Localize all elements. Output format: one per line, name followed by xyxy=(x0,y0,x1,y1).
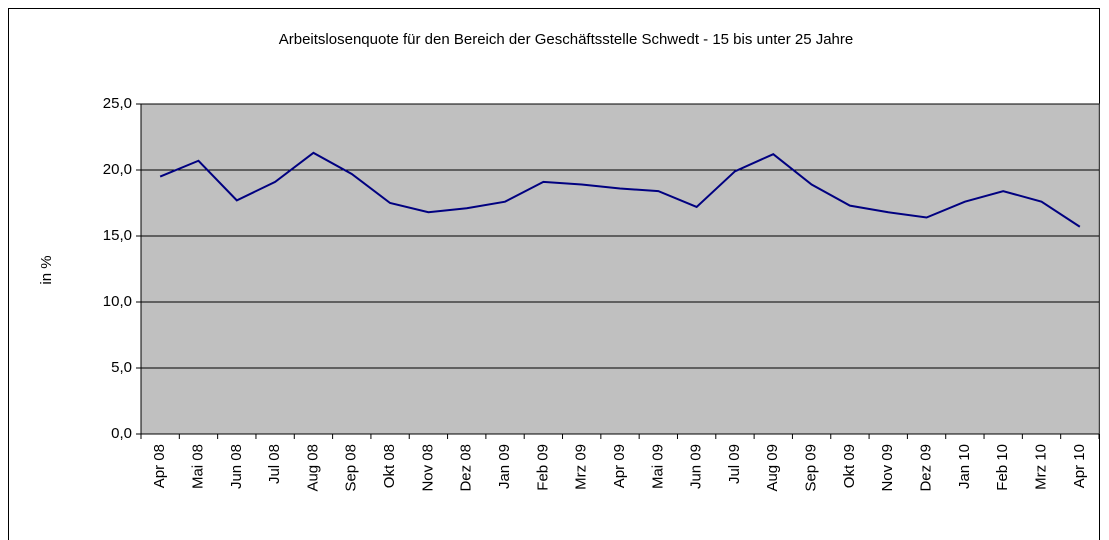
x-tick-label: Mrz 10 xyxy=(1032,444,1049,490)
y-tick-label: 10,0 xyxy=(103,293,132,310)
y-tick-label: 20,0 xyxy=(103,161,132,178)
y-axis-label: in % xyxy=(38,255,55,284)
x-tick-label: Nov 08 xyxy=(419,444,436,492)
x-tick-label: Jul 09 xyxy=(726,444,743,484)
x-tick-label: Aug 08 xyxy=(304,444,321,492)
x-tick-label: Mai 08 xyxy=(189,444,206,489)
y-tick-label: 0,0 xyxy=(111,425,132,442)
y-tick-label: 25,0 xyxy=(103,95,132,112)
x-tick-label: Sep 09 xyxy=(803,444,820,492)
x-tick-label: Okt 08 xyxy=(381,444,398,488)
x-tick-label: Feb 09 xyxy=(534,444,551,491)
x-tick-label: Sep 08 xyxy=(343,444,360,492)
x-tick-label: Mrz 09 xyxy=(573,444,590,490)
x-tick-label: Jul 08 xyxy=(266,444,283,484)
x-tick-label: Jun 09 xyxy=(688,444,705,489)
x-tick-label: Feb 10 xyxy=(994,444,1011,491)
x-tick-label: Jun 08 xyxy=(228,444,245,489)
x-tick-label: Mai 09 xyxy=(649,444,666,489)
x-tick-label: Jan 10 xyxy=(956,444,973,489)
x-tick-label: Apr 10 xyxy=(1071,444,1088,488)
x-tick-label: Nov 09 xyxy=(879,444,896,492)
x-tick-label: Apr 09 xyxy=(611,444,628,488)
x-tick-label: Dez 09 xyxy=(918,444,935,492)
plot-area xyxy=(140,103,1100,435)
chart-title: Arbeitslosenquote für den Bereich der Ge… xyxy=(279,31,854,48)
line xyxy=(159,151,1081,228)
x-tick-label: Dez 08 xyxy=(458,444,475,492)
y-tick-label: 15,0 xyxy=(103,227,132,244)
x-tick-label: Apr 08 xyxy=(151,444,168,488)
x-tick-label: Okt 09 xyxy=(841,444,858,488)
x-tick-label: Jan 09 xyxy=(496,444,513,489)
y-tick-label: 5,0 xyxy=(111,359,132,376)
x-tick-label: Aug 09 xyxy=(764,444,781,492)
